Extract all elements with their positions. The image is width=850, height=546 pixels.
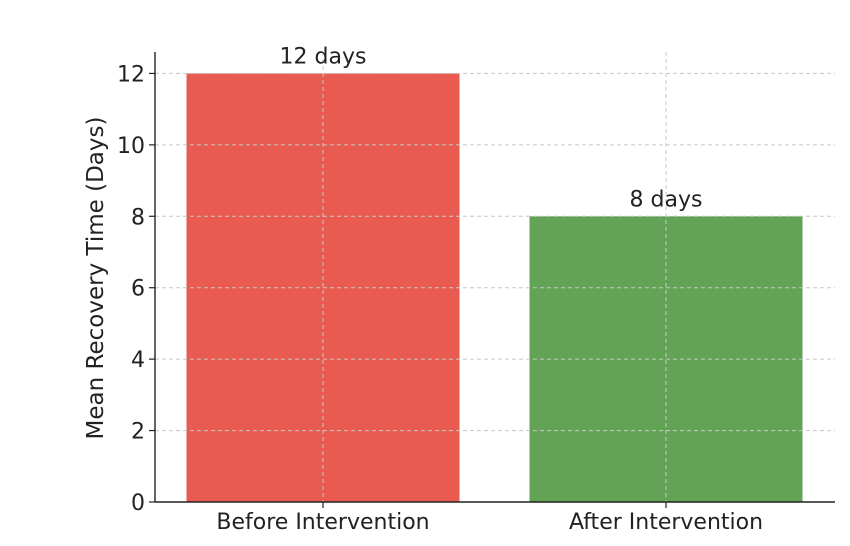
bar-value-label: 12 days	[280, 44, 367, 69]
axes-layer	[149, 52, 835, 508]
y-tick-label: 4	[131, 348, 145, 373]
y-tick-label: 8	[131, 205, 145, 230]
x-tick-label: Before Intervention	[216, 510, 429, 535]
y-tick-label: 6	[131, 277, 145, 302]
bar-value-label: 8 days	[630, 187, 703, 212]
y-tick-label: 12	[117, 62, 145, 87]
grid-overlay-layer	[155, 52, 835, 502]
x-tick-label: After Intervention	[569, 510, 763, 535]
y-axis-label: Mean Recovery Time (Days)	[83, 117, 109, 440]
labels-layer: 0 2 4 6 8 10 12 Before Intervention 12 days After…	[117, 44, 763, 535]
y-tick-label: 0	[131, 491, 145, 516]
y-tick-label: 2	[131, 420, 145, 445]
y-tick-label: 10	[117, 134, 145, 159]
